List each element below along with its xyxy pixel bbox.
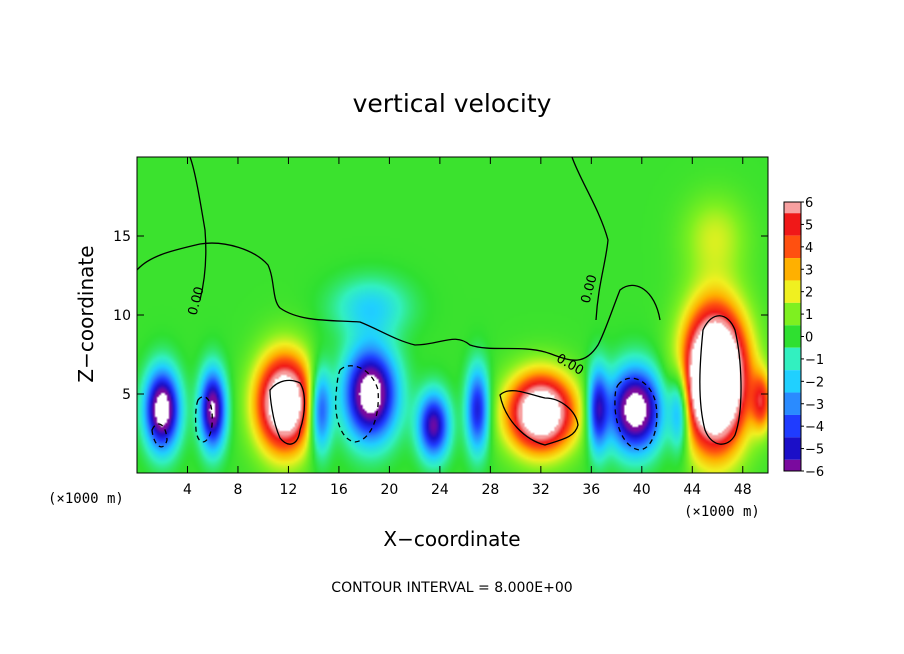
x-tick-label: 12 (280, 482, 298, 498)
x-tick-label: 20 (380, 482, 398, 498)
x-tick-label: 28 (481, 482, 499, 498)
x-tick-label: 24 (431, 482, 449, 498)
contour-positive (499, 390, 579, 446)
y-tick-label: 10 (113, 308, 131, 324)
contour-positive (269, 379, 306, 445)
x-tick-label: 40 (633, 482, 651, 498)
colorbar-swatch (784, 258, 801, 281)
contour-label: 0.00 (186, 285, 208, 317)
colorbar-tick-label: 3 (805, 263, 813, 278)
colorbar-swatch (784, 325, 801, 348)
colorbar-tick-label: −3 (805, 398, 824, 413)
contour-interval-note: CONTOUR INTERVAL = 8.000E+00 (331, 580, 572, 596)
colorbar-tick-label: −2 (805, 375, 824, 390)
colorbar-tick-label: −4 (805, 420, 824, 435)
zero-contour (189, 157, 207, 301)
contour-positive (699, 315, 742, 445)
colorbar-swatch (784, 280, 801, 303)
colorbar-swatch (784, 459, 801, 471)
colorbar-swatch (784, 302, 801, 326)
x-tick-label: 16 (330, 482, 348, 498)
zero-contour (137, 242, 661, 361)
colorbar-tick-label: 1 (805, 308, 813, 323)
colorbar-swatch (784, 414, 801, 438)
colorbar-swatch (784, 213, 801, 236)
colorbar-tick-label: −5 (805, 443, 824, 458)
zero-contour (571, 157, 609, 321)
colorbar-swatch (784, 370, 801, 393)
colorbar-swatch (784, 235, 801, 259)
colorbar-tick-label: 0 (805, 331, 813, 346)
y-axis-title: Z−coordinate (74, 245, 98, 382)
colorbar-tick-label: −6 (805, 465, 824, 480)
x-axis-title: X−coordinate (383, 527, 520, 551)
x-tick-label: 48 (734, 482, 752, 498)
x-tick-label: 44 (683, 482, 701, 498)
negative-contours (151, 365, 658, 451)
colorbar: 6 5 4 3 2 1 0 −1 −2 −3 −4 −5 −6 (783, 196, 824, 480)
x-tick-label: 32 (532, 482, 550, 498)
colorbar-tick-label: 4 (805, 241, 813, 256)
contour-label: 0.00 (579, 273, 601, 305)
colorbar-tick-label: 5 (805, 218, 813, 233)
colorbar-tick-label: 2 (805, 286, 813, 301)
velocity-field (137, 157, 768, 473)
chart-title: vertical velocity (353, 89, 552, 118)
y-axis: 5 10 15 (113, 229, 768, 403)
x-tick-label: 8 (233, 482, 242, 498)
y-tick-label: 5 (122, 387, 131, 403)
colorbar-swatch (784, 392, 801, 415)
x-tick-label: 36 (582, 482, 600, 498)
x-unit-label-right: (×1000 m) (684, 504, 760, 520)
colorbar-swatch (784, 437, 801, 460)
colorbar-tick-label: −1 (805, 353, 824, 368)
x-unit-label-left: (×1000 m) (48, 491, 124, 507)
contour-lines (137, 157, 742, 451)
colorbar-swatch (784, 347, 801, 371)
x-axis: 4 8 12 16 20 24 28 32 36 40 44 48 (183, 157, 752, 498)
colorbar-tick-label: 6 (805, 196, 813, 211)
y-tick-label: 15 (113, 229, 131, 245)
colorbar-swatch (784, 202, 801, 214)
x-tick-label: 4 (183, 482, 192, 498)
